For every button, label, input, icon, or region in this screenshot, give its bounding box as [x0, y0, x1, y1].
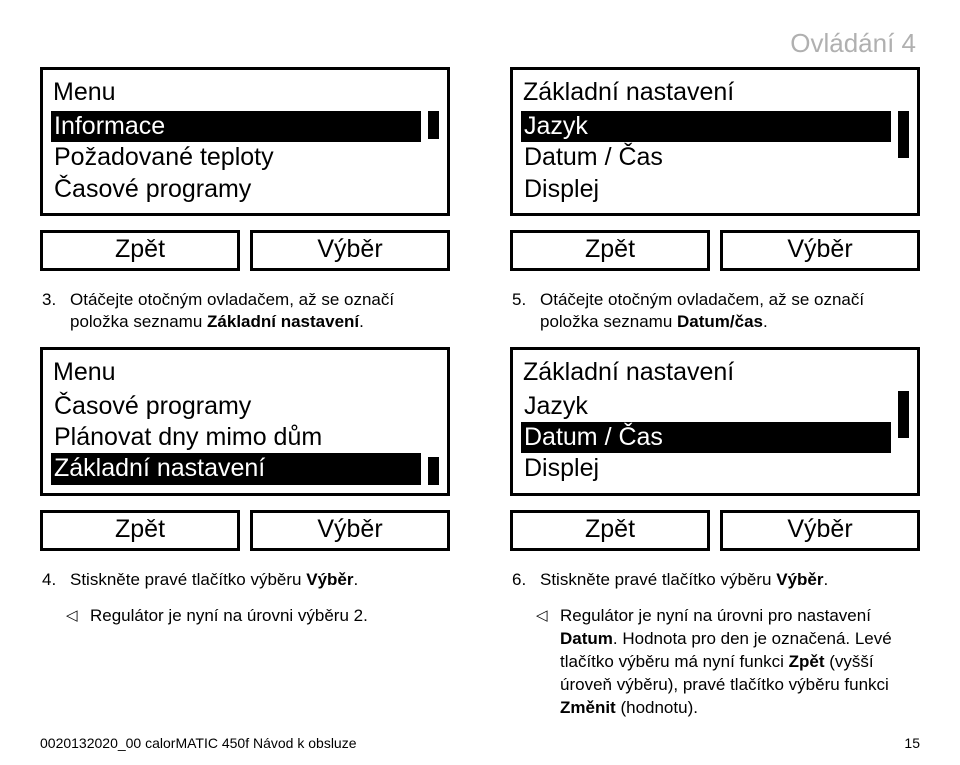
- step-2: 4. Stiskněte pravé tlačítko výběru Výběr.: [40, 569, 450, 591]
- softkeys-2: ZpětVýběr: [510, 510, 920, 551]
- screen-1: Základní nastavení JazykDatum / ČasDisple…: [510, 67, 920, 216]
- softkeys-1: ZpětVýběr: [510, 230, 920, 271]
- screen-2: Menu Časové programyPlánovat dny mimo dům…: [40, 347, 450, 496]
- list: JazykDatum / ČasDisplej: [521, 111, 909, 205]
- step-1: 3.Otáčejte otočným ovladačem, až se ozna…: [40, 289, 450, 333]
- list-item[interactable]: Plánovat dny mimo dům: [51, 422, 421, 453]
- list-item[interactable]: Základní nastavení: [51, 453, 421, 484]
- list-item[interactable]: Displej: [521, 453, 891, 484]
- result-1: ◁ Regulátor je nyní na úrovni výběru 2.: [40, 605, 450, 628]
- list: JazykDatum / ČasDisplej: [521, 391, 909, 485]
- footer: 0020132020_00 calorMATIC 450f Návod k ob…: [40, 735, 920, 751]
- scroll-thumb[interactable]: [898, 391, 909, 438]
- screen-title: Základní nastavení: [523, 78, 909, 107]
- screen-2: Základní nastavení JazykDatum / ČasDisple…: [510, 347, 920, 496]
- list-item[interactable]: Datum / Čas: [521, 142, 891, 173]
- list-item[interactable]: Informace: [51, 111, 421, 142]
- step-text: Otáčejte otočným ovladačem, až se označí…: [70, 289, 448, 333]
- scroll-thumb[interactable]: [428, 457, 439, 485]
- step-text: Stiskněte pravé tlačítko výběru Výběr.: [70, 569, 448, 591]
- scrollbar[interactable]: [898, 391, 909, 485]
- step-number: 3.: [42, 289, 60, 333]
- scrollbar[interactable]: [428, 111, 439, 205]
- list-item[interactable]: Jazyk: [521, 111, 891, 142]
- softkey-left[interactable]: Zpět: [510, 510, 710, 551]
- scroll-thumb[interactable]: [898, 111, 909, 158]
- softkeys-1: ZpětVýběr: [40, 230, 450, 271]
- scroll-thumb[interactable]: [428, 111, 439, 139]
- step-1: 5.Otáčejte otočným ovladačem, až se ozna…: [510, 289, 920, 333]
- step-number: 4.: [42, 569, 60, 591]
- step-2: 6. Stiskněte pravé tlačítko výběru Výběr.: [510, 569, 920, 591]
- softkey-right[interactable]: Výběr: [720, 230, 920, 271]
- page-header: Ovládání 4: [40, 28, 920, 59]
- scrollbar[interactable]: [898, 111, 909, 205]
- footer-page: 15: [904, 735, 920, 751]
- list-item[interactable]: Časové programy: [51, 391, 421, 422]
- result-1: ◁Regulátor je nyní na úrovni pro nastave…: [510, 605, 920, 720]
- step-number: 5.: [512, 289, 530, 333]
- list-item[interactable]: Jazyk: [521, 391, 891, 422]
- screen-title: Menu: [53, 358, 439, 387]
- softkey-left[interactable]: Zpět: [40, 230, 240, 271]
- scrollbar[interactable]: [428, 391, 439, 485]
- softkey-right[interactable]: Výběr: [720, 510, 920, 551]
- step-text: Stiskněte pravé tlačítko výběru Výběr.: [540, 569, 918, 591]
- triangle-left-icon: ◁: [536, 605, 550, 720]
- list-item[interactable]: Požadované teploty: [51, 142, 421, 173]
- softkeys-2: ZpětVýběr: [40, 510, 450, 551]
- screen-title: Základní nastavení: [523, 358, 909, 387]
- result-text: Regulátor je nyní na úrovni pro nastaven…: [560, 605, 918, 720]
- softkey-left[interactable]: Zpět: [40, 510, 240, 551]
- footer-left: 0020132020_00 calorMATIC 450f Návod k ob…: [40, 735, 357, 751]
- list: InformacePožadované teplotyČasové progra…: [51, 111, 439, 205]
- triangle-left-icon: ◁: [66, 605, 80, 628]
- softkey-right[interactable]: Výběr: [250, 230, 450, 271]
- list-item[interactable]: Časové programy: [51, 174, 421, 205]
- softkey-left[interactable]: Zpět: [510, 230, 710, 271]
- list-item[interactable]: Datum / Čas: [521, 422, 891, 453]
- step-number: 6.: [512, 569, 530, 591]
- softkey-right[interactable]: Výběr: [250, 510, 450, 551]
- step-text: Otáčejte otočným ovladačem, až se označí…: [540, 289, 918, 333]
- result-text: Regulátor je nyní na úrovni výběru 2.: [90, 605, 448, 628]
- list: Časové programyPlánovat dny mimo důmZákl…: [51, 391, 439, 485]
- list-item[interactable]: Displej: [521, 174, 891, 205]
- screen-title: Menu: [53, 78, 439, 107]
- screen-1: Menu InformacePožadované teplotyČasové pr…: [40, 67, 450, 216]
